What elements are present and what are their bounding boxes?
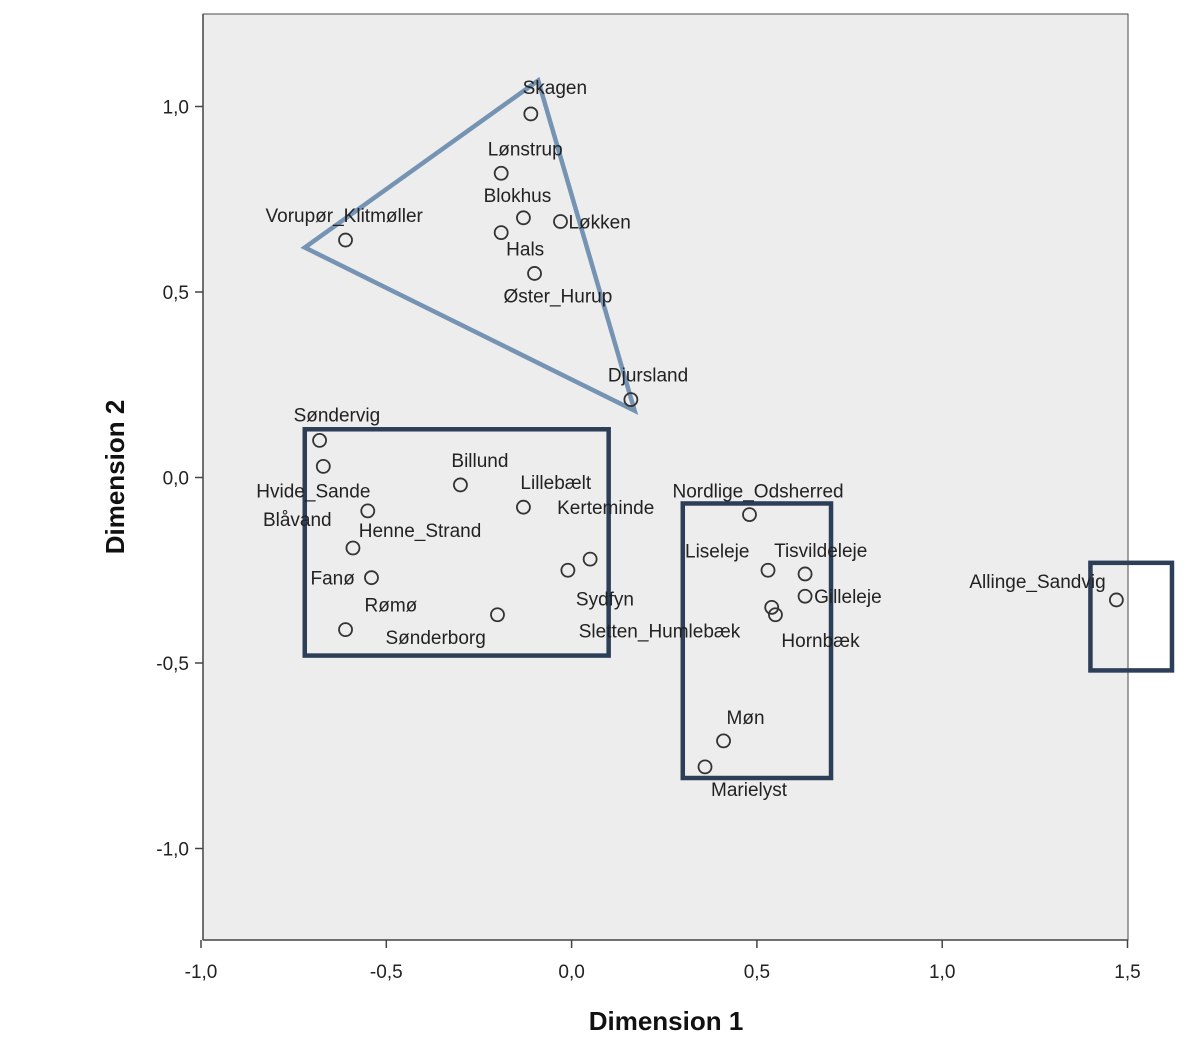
group-rectangle bbox=[302, 427, 611, 658]
data-point-marker bbox=[493, 165, 509, 181]
data-point-marker bbox=[553, 214, 568, 229]
data-point-marker bbox=[797, 588, 813, 604]
data-point-label: Allinge_Sandvig bbox=[969, 572, 1105, 593]
data-point-label: Lønstrup bbox=[488, 139, 563, 160]
plot-background bbox=[202, 13, 1129, 941]
data-point-label: Marielyst bbox=[711, 780, 788, 801]
data-points: Skagen Lønstrup Blokhus Løkken Vorupør_Klitm… bbox=[256, 78, 1124, 801]
data-point-marker bbox=[623, 392, 639, 407]
data-point-marker bbox=[453, 477, 468, 493]
data-point-label: Løkken bbox=[568, 213, 630, 234]
data-point-label: Henne_Strand bbox=[359, 521, 482, 542]
data-point-label: Søndervig bbox=[294, 405, 381, 426]
data-point-marker bbox=[760, 562, 776, 578]
data-point-label: Djursland bbox=[608, 366, 688, 387]
axes: -1,0 -0,5 0,0 0,5 1,0 1,5 1,0 0,5 0,0 -0,5 -1,0 bbox=[156, 14, 1141, 983]
data-point-label: Gilleleje bbox=[814, 587, 882, 608]
data-point-marker bbox=[742, 507, 757, 522]
x-tick-label: -0,5 bbox=[370, 962, 403, 983]
x-axis-title: Dimension 1 bbox=[589, 1006, 744, 1036]
y-axis-title: Dimension 2 bbox=[100, 400, 130, 555]
data-point-marker bbox=[797, 566, 813, 582]
data-point-label: Hornbæk bbox=[781, 631, 860, 652]
data-point-label: Blokhus bbox=[484, 186, 552, 207]
group-triangle bbox=[300, 76, 639, 415]
data-point-label: Skagen bbox=[523, 78, 587, 99]
data-point-label: Rømø bbox=[365, 596, 418, 617]
data-point-label: Tisvildeleje bbox=[774, 541, 867, 562]
data-point-label: Sletten_Humlebæk bbox=[579, 621, 741, 642]
data-point-label: Lillebælt bbox=[520, 473, 591, 494]
data-point-marker bbox=[516, 499, 531, 515]
data-point-marker bbox=[764, 599, 780, 615]
data-point-label: Kerteminde bbox=[557, 498, 654, 519]
y-tick-label: 0,0 bbox=[163, 469, 189, 490]
data-point-marker bbox=[716, 733, 731, 749]
data-point-label: Hals bbox=[506, 240, 544, 261]
data-point-label: Nordlige_Odsherred bbox=[672, 482, 843, 503]
group-rectangle bbox=[680, 501, 834, 781]
data-point-marker bbox=[315, 458, 331, 474]
data-point-marker bbox=[345, 540, 361, 556]
data-point-marker bbox=[360, 503, 376, 519]
x-tick-label: 0,5 bbox=[744, 962, 770, 983]
data-point-marker bbox=[312, 432, 327, 448]
data-point-marker bbox=[527, 266, 542, 281]
data-point-label: Sønderborg bbox=[385, 628, 485, 649]
data-point-marker bbox=[560, 562, 576, 578]
data-point-label: Øster_Hurup bbox=[504, 286, 613, 307]
data-point-marker bbox=[1108, 592, 1124, 608]
data-point-label: Fanø bbox=[310, 569, 355, 590]
data-point-label: Liseleje bbox=[685, 541, 749, 562]
data-point-marker bbox=[338, 622, 353, 638]
data-point-label: Sydfyn bbox=[576, 589, 634, 610]
data-point-marker bbox=[490, 607, 505, 623]
data-point-label: Vorupør_Klitmøller bbox=[266, 206, 424, 227]
y-tick-label: 0,5 bbox=[163, 283, 189, 304]
x-tick-label: 0,0 bbox=[558, 962, 584, 983]
group-rectangle bbox=[1088, 560, 1175, 673]
x-tick-label: 1,0 bbox=[929, 962, 955, 983]
data-point-label: Møn bbox=[727, 708, 765, 729]
data-point-marker bbox=[697, 759, 713, 775]
x-tick-label: -1,0 bbox=[185, 962, 218, 983]
data-point-marker bbox=[582, 551, 598, 567]
data-point-label: Billund bbox=[451, 451, 508, 472]
y-tick-label: 1,0 bbox=[163, 98, 189, 119]
data-point-marker bbox=[523, 106, 539, 122]
y-tick-label: -0,5 bbox=[156, 654, 189, 675]
y-tick-label: -1,0 bbox=[156, 840, 189, 861]
data-point-marker bbox=[338, 232, 353, 248]
data-point-label: Hvide_Sande bbox=[256, 481, 370, 502]
data-point-marker bbox=[768, 607, 783, 623]
group-annotations bbox=[300, 76, 1175, 781]
data-point-marker bbox=[516, 210, 531, 226]
data-point-marker bbox=[364, 570, 379, 586]
data-point-marker bbox=[493, 225, 509, 241]
data-point-label: Blåvand bbox=[263, 510, 332, 531]
x-tick-label: 1,5 bbox=[1114, 962, 1140, 983]
